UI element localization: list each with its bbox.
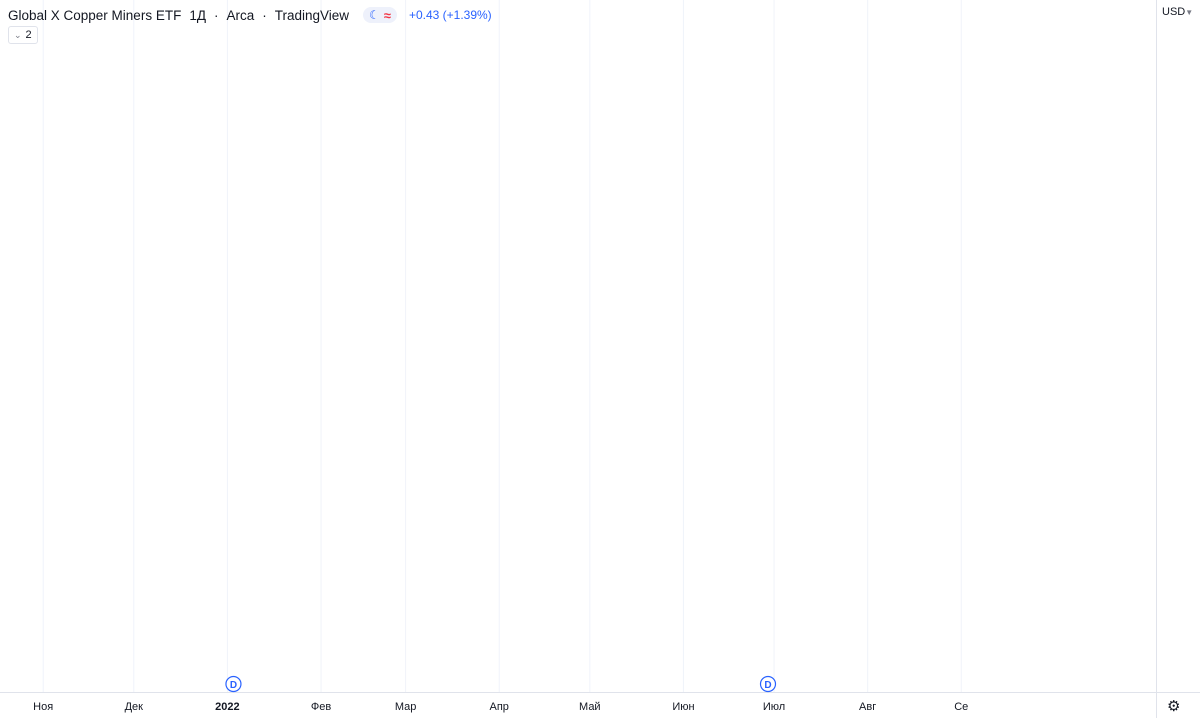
separator-dot: · [262,7,267,23]
currency-selector[interactable]: USD▼ [1162,6,1193,18]
x-tick-label: Се [954,701,968,713]
gear-icon[interactable]: ⚙ [1167,698,1181,715]
dividend-marker-label: D [230,680,237,691]
x-tick-label: Апр [490,701,509,713]
price-change: +0.43 (+1.39%) [408,8,492,22]
pane-counter-value: 2 [25,29,32,41]
x-tick-label: 2022 [215,701,239,713]
market-status-pill[interactable]: ☾ ≈ [363,7,397,23]
chevron-down-icon: ▼ [1185,8,1194,17]
approx-icon: ≈ [383,7,391,23]
source-label: TradingView [274,7,350,23]
dividend-marker-label: D [764,680,771,691]
symbol-name[interactable]: Global X Copper Miners ETF [8,7,182,23]
interval-label[interactable]: 1Д [189,7,206,23]
moon-icon: ☾ [369,8,380,22]
x-tick-label: Июн [672,701,694,713]
chevron-down-icon: ⌄ [14,29,22,40]
currency-label: USD [1162,6,1186,18]
x-tick-label: Фев [311,701,331,713]
x-tick-label: Ноя [33,701,53,713]
dividend-marker[interactable] [759,675,777,693]
x-tick-label: Мар [395,701,417,713]
pane-counter-button[interactable]: ⌄ 2 [8,26,38,44]
x-tick-label: Май [579,701,601,713]
separator-dot: · [213,7,219,23]
exchange-label: Arca [226,7,255,23]
dividend-marker[interactable] [225,675,242,693]
chart-legend: Global X Copper Miners ETF 1Д · Arca · T… [8,6,492,24]
x-tick-label: Июл [763,701,785,713]
x-tick-label: Авг [859,701,876,713]
x-tick-label: Дек [125,701,144,713]
